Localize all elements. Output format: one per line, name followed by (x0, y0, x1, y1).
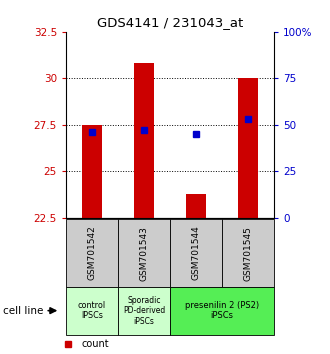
Bar (238, 78, 258, 218)
Bar (66, 287, 118, 335)
Text: GSM701544: GSM701544 (191, 226, 200, 280)
Bar (118, 219, 170, 287)
Bar (118, 287, 170, 335)
Text: GSM701542: GSM701542 (87, 226, 96, 280)
Text: GSM701545: GSM701545 (244, 225, 252, 281)
Bar (82, 125, 102, 218)
Text: Sporadic
PD-derived
iPSCs: Sporadic PD-derived iPSCs (123, 296, 165, 326)
Text: control
IPSCs: control IPSCs (78, 301, 106, 320)
Title: GDS4141 / 231043_at: GDS4141 / 231043_at (97, 16, 243, 29)
Text: count: count (82, 339, 110, 349)
Text: GSM701543: GSM701543 (140, 225, 148, 281)
Bar (66, 219, 118, 287)
Bar (170, 287, 274, 335)
Text: cell line: cell line (3, 306, 44, 316)
Text: presenilin 2 (PS2)
iPSCs: presenilin 2 (PS2) iPSCs (185, 301, 259, 320)
Bar (222, 219, 274, 287)
Bar (185, 194, 206, 218)
Bar (170, 219, 222, 287)
Bar (134, 63, 154, 218)
